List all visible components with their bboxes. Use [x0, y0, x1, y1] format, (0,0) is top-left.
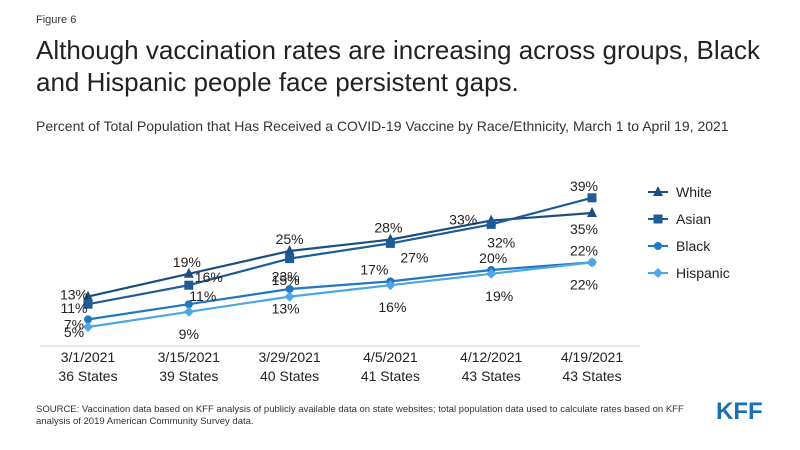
x-tick-label-date: 3/1/2021 [61, 349, 116, 365]
legend-swatch-white [648, 185, 668, 196]
x-tick-label-states: 40 States [260, 368, 319, 384]
data-label-asian: 16% [195, 269, 223, 285]
legend-item-white: White [648, 178, 730, 205]
source-note: SOURCE: Vaccination data based on KFF an… [36, 404, 684, 427]
x-tick-label-states: 36 States [58, 368, 117, 384]
data-label-hispanic: 5% [64, 324, 84, 340]
data-point-hispanic [385, 280, 396, 291]
data-label-black: 7% [64, 316, 84, 332]
series-line-hispanic [87, 261, 593, 329]
x-tick-label-states: 41 States [361, 368, 420, 384]
data-point-black [84, 315, 92, 324]
data-point-white [587, 207, 597, 217]
x-tick-label-date: 3/29/2021 [258, 349, 320, 365]
x-tick-label-date: 4/19/2021 [561, 349, 623, 365]
chart-title: Although vaccination rates are increasin… [36, 35, 761, 97]
data-label-hispanic: 22% [570, 276, 598, 292]
kff-logo: KFF [716, 398, 763, 425]
data-point-hispanic [183, 306, 194, 317]
data-label-asian: 27% [400, 249, 428, 265]
data-point-asian [587, 193, 597, 203]
data-label-hispanic: 9% [179, 326, 199, 342]
data-label-white: 35% [570, 221, 598, 237]
x-tick-label-states: 43 States [562, 368, 621, 384]
legend-item-hispanic: Hispanic [648, 259, 730, 286]
x-tick-label-date: 3/15/2021 [158, 349, 220, 365]
data-point-hispanic [83, 322, 93, 332]
data-point-asian [285, 254, 295, 264]
data-label-hispanic: 16% [378, 299, 406, 315]
data-label-white: 33% [449, 212, 477, 228]
data-label-black: 22% [570, 242, 598, 258]
chart-legend: White Asian Black Hispanic [648, 178, 730, 286]
data-label-black: 11% [189, 288, 216, 304]
series-line-white [87, 211, 593, 298]
line-chart: 3/1/2021 36 States 3/15/2021 39 States 3/29/… [40, 178, 640, 384]
data-label-hispanic: 19% [485, 288, 513, 304]
data-point-asian [184, 280, 194, 290]
data-point-asian [385, 238, 395, 248]
legend-item-asian: Asian [648, 205, 730, 232]
data-point-black [285, 285, 294, 293]
x-tick-label-states: 39 States [159, 368, 218, 384]
data-label-white: 25% [276, 231, 304, 247]
data-point-black [184, 300, 193, 309]
data-label-white: 28% [374, 220, 402, 236]
figure-label: Figure 6 [36, 14, 77, 26]
data-label-black: 17% [360, 261, 388, 277]
data-label-asian: 23% [272, 269, 300, 285]
data-point-white [183, 267, 194, 278]
data-point-hispanic [587, 257, 597, 268]
data-label-white: 19% [173, 254, 201, 270]
data-label-asian: 32% [487, 234, 515, 250]
data-point-hispanic [284, 291, 295, 302]
data-label-white: 13% [60, 287, 88, 303]
data-label-black: 20% [479, 250, 507, 266]
legend-label-white: White [676, 183, 712, 200]
series-line-black [87, 261, 593, 321]
legend-label-asian: Asian [676, 210, 712, 227]
data-point-hispanic [486, 268, 497, 279]
chart-subtitle: Percent of Total Population that Has Rec… [36, 118, 729, 134]
data-label-hispanic: 13% [272, 301, 300, 317]
data-point-asian [486, 219, 496, 229]
x-tick-label-states: 43 States [462, 368, 521, 384]
data-point-white [284, 245, 295, 255]
legend-label-hispanic: Hispanic [676, 264, 730, 281]
data-point-white [83, 290, 93, 301]
data-label-asian: 39% [570, 178, 598, 194]
x-tick-label-date: 4/12/2021 [460, 349, 522, 365]
data-label-asian: 11% [61, 300, 88, 316]
series-line-asian [87, 196, 593, 306]
legend-item-black: Black [648, 232, 730, 259]
legend-swatch-hispanic [648, 267, 668, 278]
data-label-black: 15% [272, 272, 300, 288]
data-point-asian [83, 299, 93, 309]
legend-swatch-black [648, 241, 668, 250]
x-tick-label-date: 4/5/2021 [363, 349, 418, 365]
legend-label-black: Black [676, 237, 711, 254]
legend-swatch-asian [648, 214, 668, 223]
